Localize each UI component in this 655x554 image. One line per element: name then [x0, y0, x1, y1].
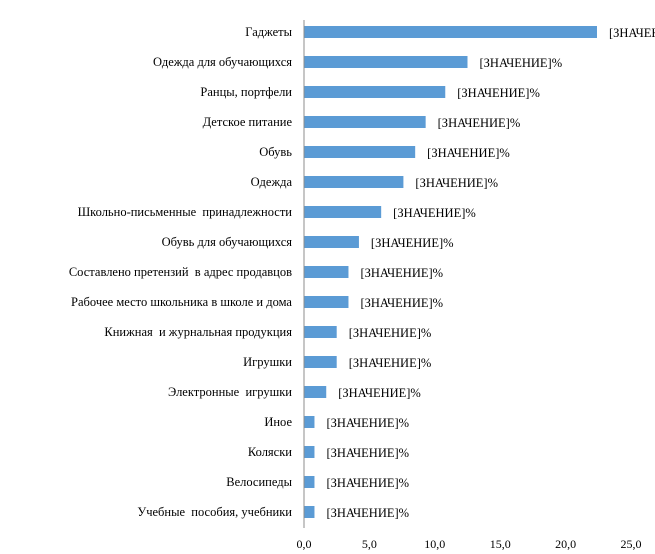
x-tick-label: 20,0	[555, 537, 576, 551]
bar	[304, 206, 382, 218]
bar	[304, 296, 349, 308]
x-tick-label: 5,0	[362, 537, 377, 551]
x-tick-label: 10,0	[424, 537, 445, 551]
data-label: [ЗНАЧЕНИЕ]%	[360, 266, 443, 280]
bar	[304, 116, 426, 128]
category-label: Электронные игрушки	[168, 385, 292, 399]
category-label: Школьно-письменные принадлежности	[78, 205, 293, 219]
category-label: Рабочее место школьника в школе и дома	[71, 295, 292, 309]
category-label: Обувь для обучающихся	[162, 235, 293, 249]
data-label: [ЗНАЧЕНИЕ]%	[326, 416, 409, 430]
category-label: Составлено претензий в адрес продавцов	[69, 265, 292, 279]
category-label: Коляски	[248, 445, 292, 459]
bar	[304, 416, 315, 428]
bar	[304, 356, 337, 368]
category-label: Иное	[264, 415, 292, 429]
data-label: [ЗНАЧЕНИЕ]%	[457, 86, 540, 100]
category-label: Детское питание	[203, 115, 293, 129]
category-label: Учебные пособия, учебники	[137, 505, 292, 519]
x-tick-label: 25,0	[621, 537, 642, 551]
bar	[304, 386, 327, 398]
data-labels-group: [ЗНАЧЕНИЕ]% [ЗНАЧЕНИЕ]% [ЗНАЧЕНИЕ]% [ЗНАЧЕН…	[326, 26, 655, 520]
category-label: Игрушки	[243, 355, 292, 369]
bar	[304, 506, 315, 518]
bar	[304, 176, 404, 188]
category-label: Книжная и журнальная продукция	[104, 325, 292, 339]
bars-group	[304, 26, 597, 518]
data-label: [ЗНАЧЕНИЕ]%	[349, 326, 432, 340]
bar	[304, 476, 315, 488]
bar	[304, 56, 468, 68]
data-label: [ЗНАЧЕНИЕ]%	[326, 506, 409, 520]
data-label: [ЗНАЧЕНИЕ]%	[349, 356, 432, 370]
data-label: [ЗНАЧЕНИЕ]%	[438, 116, 521, 130]
category-label: Одежда для обучающихся	[153, 55, 292, 69]
category-label: Одежда	[251, 175, 293, 189]
category-labels-group: Гаджеты Одежда для обучающихся Ранцы, порт…	[69, 25, 293, 519]
data-label: [ЗНАЧЕНИЕ]%	[415, 176, 498, 190]
category-label: Ранцы, портфели	[200, 85, 292, 99]
x-tick-label: 15,0	[490, 537, 511, 551]
tick-labels-group: 0,0 5,0 10,0 15,0 20,0 25,0	[297, 537, 642, 551]
bar	[304, 236, 359, 248]
bar	[304, 26, 597, 38]
data-label: [ЗНАЧЕНИЕ]%	[360, 296, 443, 310]
category-label: Обувь	[259, 145, 292, 159]
bar	[304, 446, 315, 458]
data-label: [ЗНАЧЕНИЕ]%	[393, 206, 476, 220]
data-label: [ЗНАЧЕНИЕ]%	[609, 26, 655, 40]
category-label: Гаджеты	[245, 25, 292, 39]
category-label: Велосипеды	[226, 475, 292, 489]
data-label: [ЗНАЧЕНИЕ]%	[326, 476, 409, 490]
data-label: [ЗНАЧЕНИЕ]%	[427, 146, 510, 160]
bar	[304, 326, 337, 338]
data-label: [ЗНАЧЕНИЕ]%	[326, 446, 409, 460]
data-label: [ЗНАЧЕНИЕ]%	[338, 386, 421, 400]
bar	[304, 266, 349, 278]
bar	[304, 86, 446, 98]
data-label: [ЗНАЧЕНИЕ]%	[480, 56, 563, 70]
bar	[304, 146, 416, 158]
x-tick-label: 0,0	[297, 537, 312, 551]
data-label: [ЗНАЧЕНИЕ]%	[371, 236, 454, 250]
